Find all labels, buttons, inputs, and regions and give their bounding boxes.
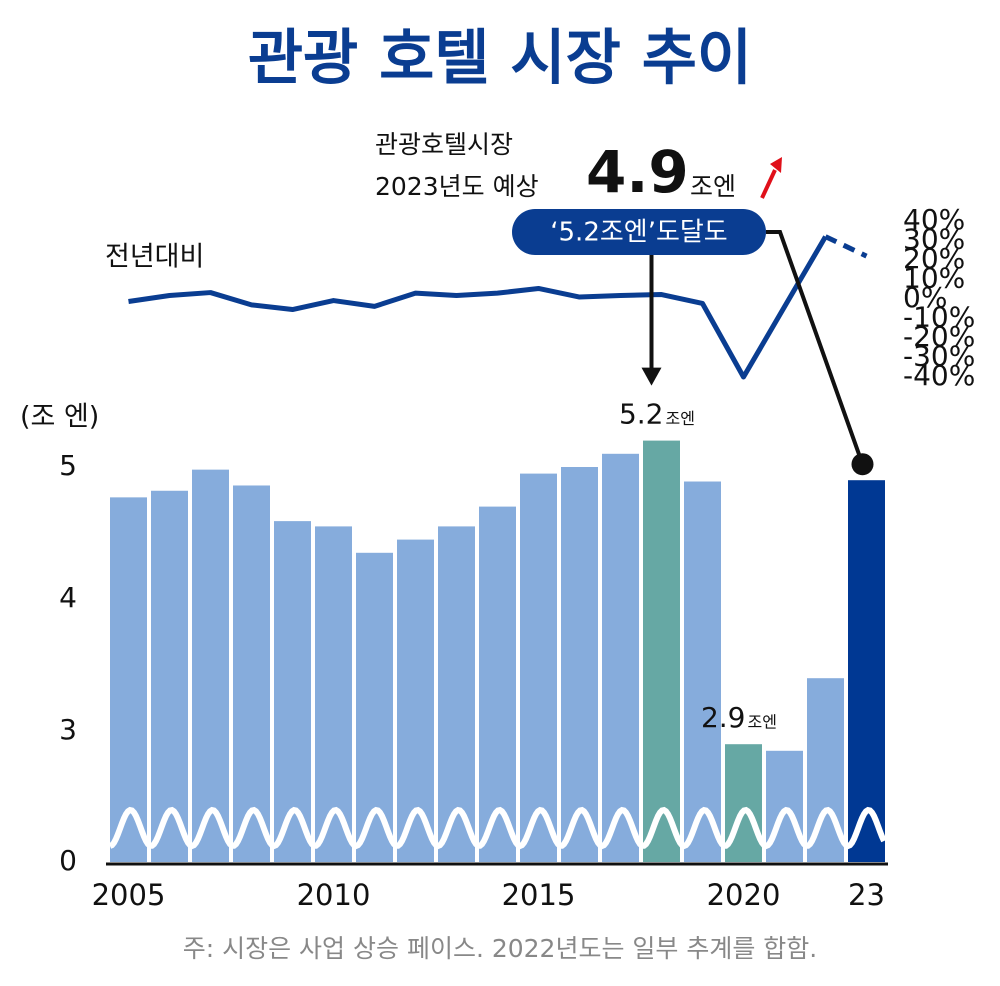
bar <box>602 453 639 862</box>
x-tick-label: 2005 <box>92 878 166 912</box>
axis-break <box>108 806 887 850</box>
bar <box>848 480 885 862</box>
red-arrow <box>760 157 782 199</box>
x-tick-label: 2015 <box>502 878 576 912</box>
y2-tick-label: -20% <box>903 320 975 353</box>
y2-tick-label: 0% <box>903 281 947 314</box>
bar <box>561 467 598 862</box>
annotation: 관광호텔시장 <box>375 130 513 159</box>
annotation: 2023년도 예상 <box>375 172 539 201</box>
y-tick-label: 0 <box>59 844 77 877</box>
callout-leader <box>766 230 865 465</box>
y2-tick-label: -10% <box>903 301 975 334</box>
line <box>128 235 828 380</box>
callout-box <box>512 209 766 255</box>
x-tick-label: 23 <box>848 878 885 912</box>
y-tick-label: 5 <box>59 449 77 482</box>
data-label: 5.2 <box>619 398 664 431</box>
y2-tick-label: 10% <box>903 262 965 295</box>
data-label-unit: 조엔 <box>666 409 695 428</box>
chart-title: 관광 호텔 시장 추이 <box>248 24 752 94</box>
y2-tick-label: 40% <box>903 203 965 236</box>
bar <box>233 485 270 862</box>
footnote: 주: 시장은 사업 상승 페이스. 2022년도는 일부 추계를 합함. <box>183 934 818 963</box>
y2-tick-label: -40% <box>903 359 975 392</box>
bar <box>274 521 311 862</box>
bar <box>438 526 475 862</box>
data-label-unit: 조엔 <box>748 713 777 732</box>
bar <box>151 490 188 862</box>
callout: ‘5.2조엔’도달도 <box>550 218 727 248</box>
y-tick-label: 3 <box>59 713 77 746</box>
callout-arrowhead <box>641 367 662 386</box>
y2-tick-label: 20% <box>903 242 965 275</box>
x-tick-label: 2010 <box>297 878 371 912</box>
bar <box>315 526 352 862</box>
bar <box>110 497 147 862</box>
bar <box>192 469 229 862</box>
y2-tick-label: -30% <box>903 340 975 373</box>
y-tick-label: 4 <box>59 581 77 614</box>
bar <box>643 440 680 862</box>
y-axis-label: (조 엔) <box>20 402 99 433</box>
line-legend: 전년대비 <box>105 242 204 273</box>
bar <box>684 481 721 862</box>
callout-dot <box>851 453 874 476</box>
bar <box>479 506 516 862</box>
y2-tick-label: 30% <box>903 223 965 256</box>
line-forecast <box>824 234 868 259</box>
annotation-unit: 조엔 <box>690 172 736 201</box>
data-label: 2.9 <box>701 701 746 734</box>
annotation-value: 4.9 <box>586 138 689 206</box>
x-tick-label: 2020 <box>707 878 781 912</box>
bar <box>520 473 557 862</box>
